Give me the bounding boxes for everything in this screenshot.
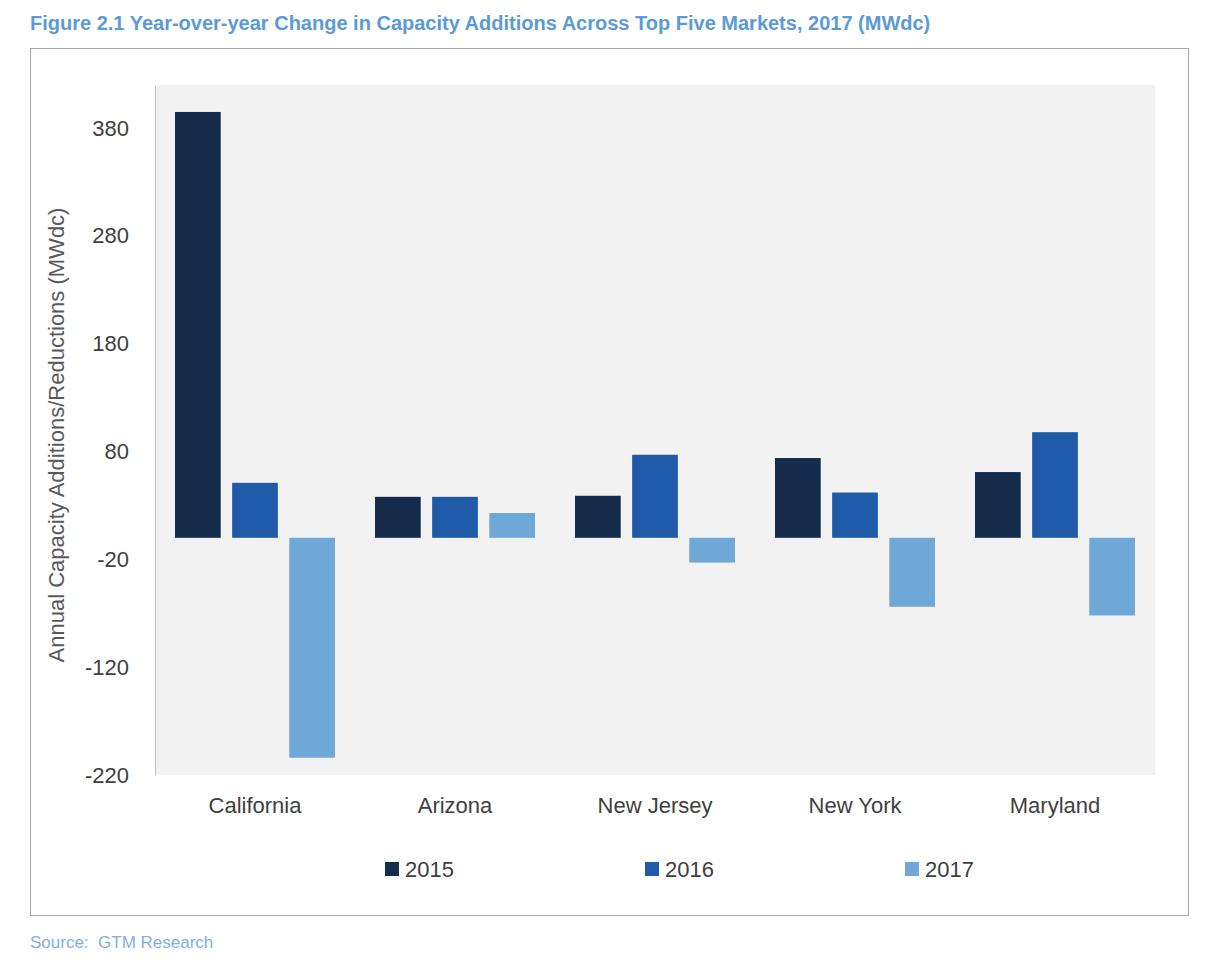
y-tick-label: 280: [92, 223, 129, 248]
legend-swatch: [385, 862, 399, 876]
y-tick-label: -120: [85, 655, 129, 680]
y-tick: -20: [97, 547, 155, 572]
y-tick: 180: [92, 331, 155, 356]
y-tick-label: -20: [97, 547, 129, 572]
x-tick-label: New Jersey: [598, 793, 713, 818]
bar: [889, 538, 935, 607]
bar: [289, 538, 335, 758]
bar: [775, 458, 821, 538]
y-tick: -120: [85, 655, 155, 680]
title: Figure 2.1 Year-over-year Change in Capa…: [30, 12, 930, 34]
x-tick: California: [209, 793, 303, 818]
bar: [175, 112, 221, 538]
legend-swatch: [905, 862, 919, 876]
bar: [575, 496, 621, 538]
bar: [432, 497, 478, 538]
bars: [175, 112, 1135, 758]
chart: Figure 2.1 Year-over-year Change in Capa…: [0, 0, 1226, 972]
y-tick: 280: [92, 223, 155, 248]
legend-label: 2017: [925, 857, 974, 882]
bar: [632, 455, 678, 538]
y-tick-label: 180: [92, 331, 129, 356]
y-axis-line: [155, 86, 156, 776]
legend-label: 2015: [405, 857, 454, 882]
legend-label: 2016: [665, 857, 714, 882]
x-tick-label: California: [209, 793, 303, 818]
x-tick: New York: [809, 793, 903, 818]
bar: [689, 538, 735, 563]
x-axis: California Arizona New Jersey New York Maryl…: [209, 793, 1101, 818]
bar: [232, 483, 278, 538]
y-tick: -220: [85, 763, 155, 788]
source: Source: GTM Research: [30, 933, 213, 952]
y-tick: 80: [105, 439, 155, 464]
x-tick: Maryland: [1010, 793, 1100, 818]
frame: [31, 49, 1189, 916]
x-tick: New Jersey: [598, 793, 713, 818]
x-tick: Arizona: [418, 793, 493, 818]
x-tick-label: New York: [809, 793, 903, 818]
bar: [975, 472, 1021, 538]
y-tick-label: 80: [105, 439, 129, 464]
y-axis-title: Annual Capacity Additions/Reductions (MW…: [44, 208, 69, 663]
bar: [375, 497, 421, 538]
legend-swatch: [645, 862, 659, 876]
bar: [489, 513, 535, 538]
y-tick: 380: [92, 116, 155, 141]
legend: 2015 2016 2017: [385, 857, 974, 882]
plot-background: [155, 85, 1155, 775]
y-tick-label: 380: [92, 116, 129, 141]
bar: [1032, 432, 1078, 538]
bar: [832, 493, 878, 538]
bar: [1089, 538, 1135, 616]
y-axis: -220 -120 -20 80 180 280 380: [85, 86, 156, 788]
x-tick-label: Arizona: [418, 793, 493, 818]
y-tick-label: -220: [85, 763, 129, 788]
x-tick-label: Maryland: [1010, 793, 1100, 818]
